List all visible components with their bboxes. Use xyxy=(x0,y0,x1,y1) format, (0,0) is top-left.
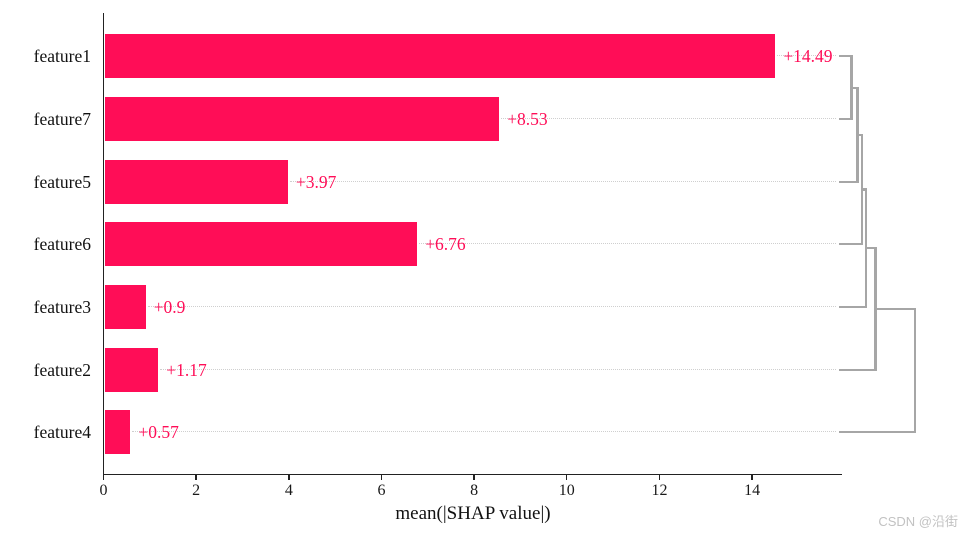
row-leader-line xyxy=(501,118,837,120)
dendrogram-segment xyxy=(862,188,866,191)
bar xyxy=(105,222,418,267)
x-tick xyxy=(102,475,105,481)
dendrogram-segment xyxy=(838,431,915,434)
row-leader-line xyxy=(289,180,837,182)
row-leader-line xyxy=(160,368,837,370)
dendrogram-segment xyxy=(864,188,868,309)
x-tick xyxy=(380,475,383,481)
dendrogram-segment xyxy=(838,180,858,183)
x-axis-label: mean(|SHAP value|) xyxy=(395,503,551,524)
dendrogram-segment xyxy=(857,133,862,136)
row-leader-line xyxy=(147,306,837,307)
bar-value-label: +3.97 xyxy=(295,171,337,192)
bar xyxy=(105,97,500,142)
feature-label: feature3 xyxy=(33,297,91,317)
bar-value-label: +1.17 xyxy=(166,359,207,380)
x-axis-spine xyxy=(102,473,842,476)
row-leader-line xyxy=(777,55,837,57)
bar xyxy=(105,159,288,204)
x-tick-label: 14 xyxy=(744,482,761,499)
y-axis-spine xyxy=(102,13,105,475)
dendrogram-segment xyxy=(838,305,866,309)
watermark: CSDN @沿街 xyxy=(878,514,958,529)
bar xyxy=(105,347,159,392)
bar xyxy=(105,410,131,455)
dendrogram-segment xyxy=(838,368,876,371)
x-tick xyxy=(566,475,568,481)
bar-value-label: +0.9 xyxy=(153,297,186,317)
row-leader-line xyxy=(132,431,837,433)
dendrogram-segment xyxy=(913,307,917,434)
x-tick-label: 4 xyxy=(284,482,293,499)
dendrogram-segment xyxy=(875,307,915,311)
dendrogram-segment xyxy=(838,243,862,246)
dendrogram-segment xyxy=(874,247,877,371)
bar-value-label: +0.57 xyxy=(138,422,179,443)
bar-value-label: +14.49 xyxy=(783,46,833,67)
bar-value-label: +6.76 xyxy=(425,234,466,255)
x-tick-label: 8 xyxy=(470,482,479,499)
dendrogram-segment xyxy=(860,133,864,246)
feature-label: feature2 xyxy=(33,359,91,380)
dendrogram-segment xyxy=(838,117,852,121)
feature-label: feature7 xyxy=(33,109,91,130)
x-tick xyxy=(473,475,475,481)
dendrogram-segment xyxy=(856,86,859,183)
feature-label: feature4 xyxy=(33,422,91,443)
feature-label: feature1 xyxy=(33,46,91,67)
x-tick xyxy=(288,475,290,481)
feature-label: feature5 xyxy=(33,171,91,192)
bar xyxy=(105,34,776,79)
feature-label: feature6 xyxy=(33,234,91,255)
dendrogram-segment xyxy=(838,55,852,58)
row-leader-line xyxy=(419,243,837,245)
x-tick-label: 10 xyxy=(558,482,575,499)
dendrogram-segment xyxy=(851,86,858,89)
dendrogram-segment xyxy=(866,247,876,250)
x-tick xyxy=(751,475,753,481)
dendrogram-segment xyxy=(850,55,853,121)
x-tick-label: 12 xyxy=(651,482,668,499)
bar xyxy=(105,285,146,329)
x-tick-label: 0 xyxy=(99,482,108,499)
bar-value-label: +8.53 xyxy=(507,109,548,130)
x-tick xyxy=(658,475,661,481)
x-tick-label: 6 xyxy=(377,482,386,499)
x-tick-label: 2 xyxy=(192,482,201,499)
x-tick xyxy=(195,475,197,481)
